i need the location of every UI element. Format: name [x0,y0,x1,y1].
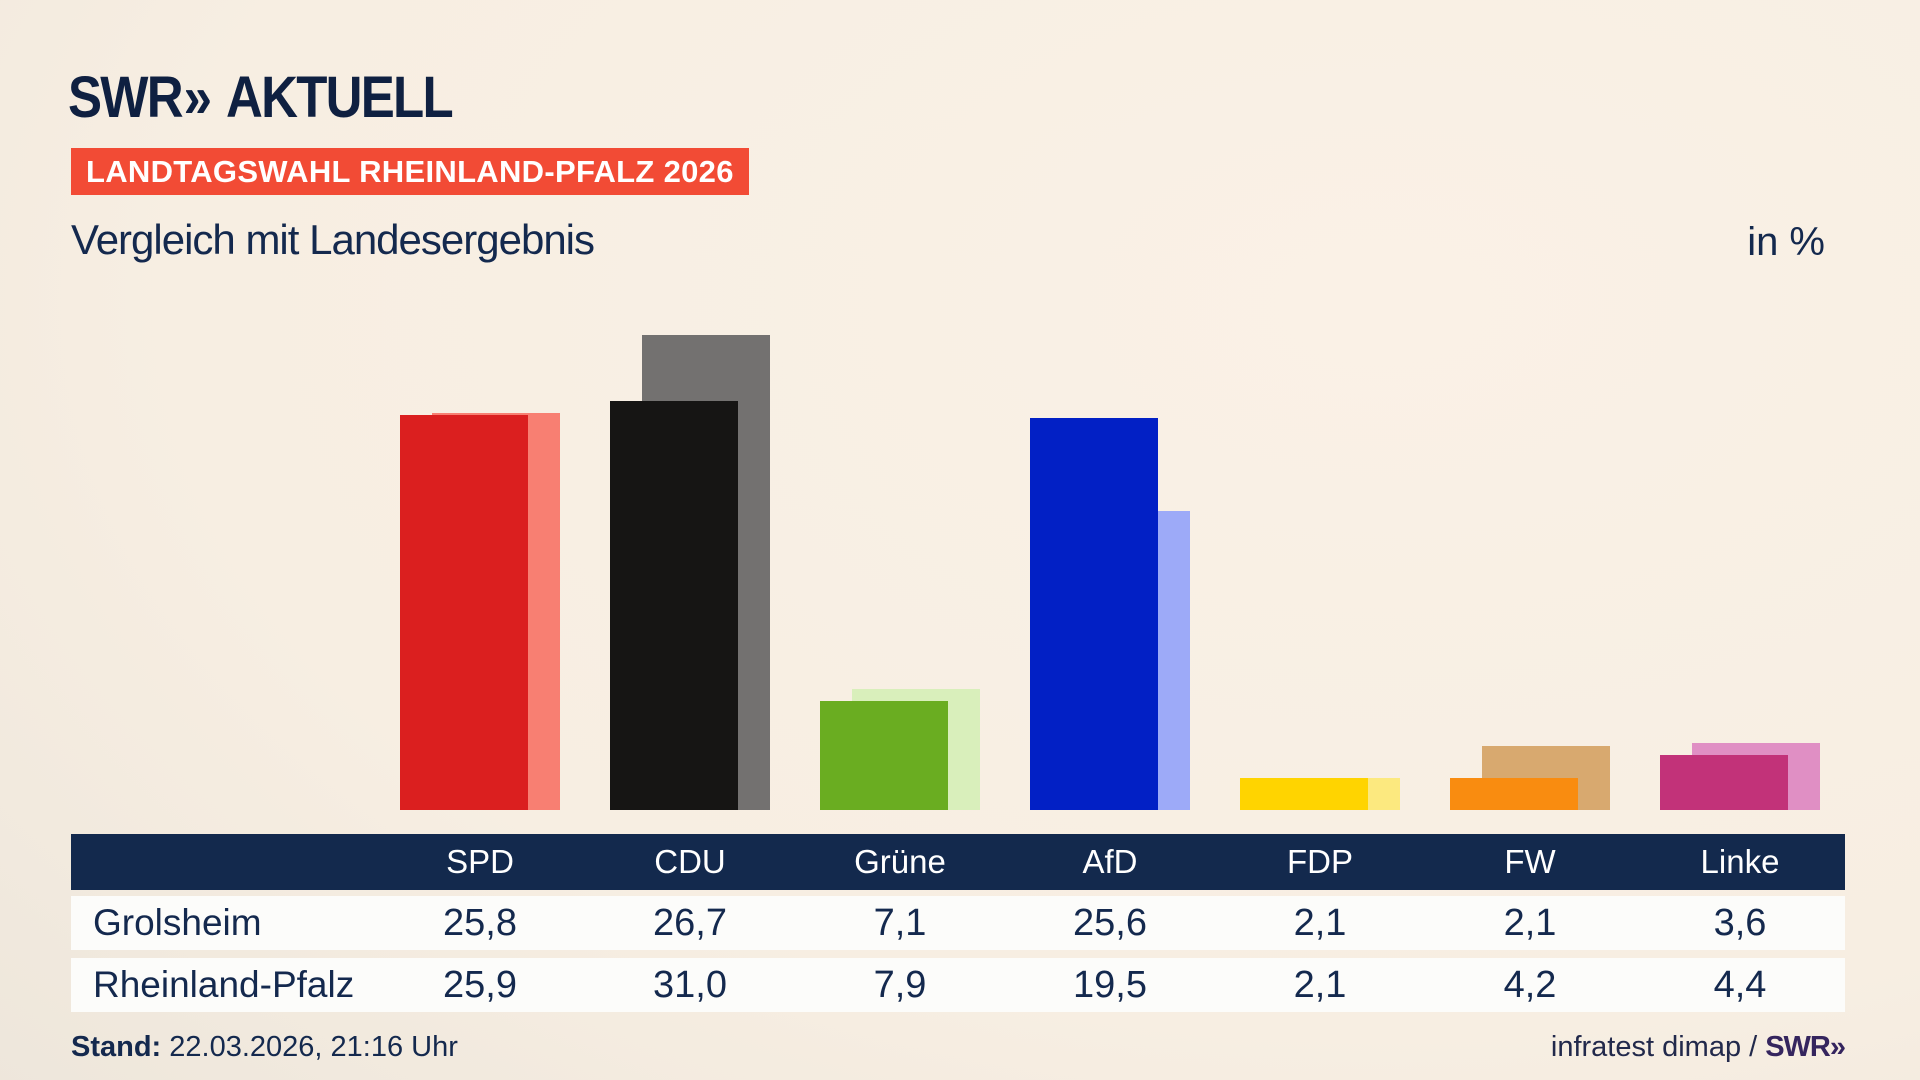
swr-aktuell-logo: SWR» AKTUELL [68,64,454,131]
bar-grolsheim-afd [1030,418,1158,810]
column-header-spd: SPD [446,843,514,880]
source-swr-logo: SWR» [1765,1031,1846,1063]
value-grolsheim-cdu: 26,7 [653,901,727,944]
table-row-grolsheim: Grolsheim 25,8 26,7 7,1 25,6 2,1 2,1 3,6 [71,896,1845,950]
source-credit: infratest dimap / SWR» [1550,1031,1846,1064]
value-grolsheim-spd: 25,8 [443,901,517,944]
unit-label: in % [1747,220,1825,264]
value-rheinland-pfalz-grne: 7,9 [873,963,927,1006]
logo-swr-text: SWR [68,65,184,130]
bar-grolsheim-fw [1450,778,1578,810]
value-rheinland-pfalz-cdu: 31,0 [653,963,727,1006]
column-header-fdp: FDP [1287,843,1353,880]
row-label: Rheinland-Pfalz [93,964,355,1005]
value-grolsheim-fdp: 2,1 [1293,901,1347,944]
table-row-rheinland-pfalz: Rheinland-Pfalz 25,9 31,0 7,9 19,5 2,1 4,2 4,4 [71,958,1845,1012]
value-grolsheim-fw: 2,1 [1503,901,1557,944]
bar-grolsheim-grne [820,701,948,810]
value-rheinland-pfalz-fdp: 2,1 [1293,963,1347,1006]
bar-grolsheim-spd [400,415,528,810]
value-grolsheim-afd: 25,6 [1073,901,1147,944]
timestamp-label: Stand: [71,1031,162,1063]
column-header-cdu: CDU [654,843,726,880]
logo-double-chevron-icon: » [183,65,212,130]
value-rheinland-pfalz-fw: 4,2 [1503,963,1557,1006]
timestamp-value: 22.03.2026, 21:16 Uhr [169,1031,458,1063]
source-text: infratest dimap / [1550,1031,1758,1063]
logo-aktuell-text: AKTUELL [226,65,454,130]
election-badge: LANDTAGSWAHL RHEINLAND-PFALZ 2026 [71,148,749,195]
value-rheinland-pfalz-linke: 4,4 [1713,963,1767,1006]
value-grolsheim-linke: 3,6 [1713,901,1767,944]
bar-grolsheim-fdp [1240,778,1368,810]
table-header-row: SPD CDU Grüne AfD FDP FW Linke [71,834,1845,890]
value-grolsheim-grne: 7,1 [873,901,927,944]
column-header-grne: Grüne [854,843,946,880]
results-table: SPD CDU Grüne AfD FDP FW Linke Grolsheim 25,8 26… [71,834,1845,1012]
bar-grolsheim-linke [1660,755,1788,810]
bar-grolsheim-cdu [610,401,738,810]
column-header-fw: FW [1504,843,1556,880]
timestamp: Stand: 22.03.2026, 21:16 Uhr [71,1031,458,1064]
value-rheinland-pfalz-spd: 25,9 [443,963,517,1006]
value-rheinland-pfalz-afd: 19,5 [1073,963,1147,1006]
column-header-linke: Linke [1700,843,1780,880]
column-header-afd: AfD [1082,843,1138,880]
row-label: Grolsheim [93,902,262,943]
chart-title: Vergleich mit Landesergebnis [71,216,595,263]
